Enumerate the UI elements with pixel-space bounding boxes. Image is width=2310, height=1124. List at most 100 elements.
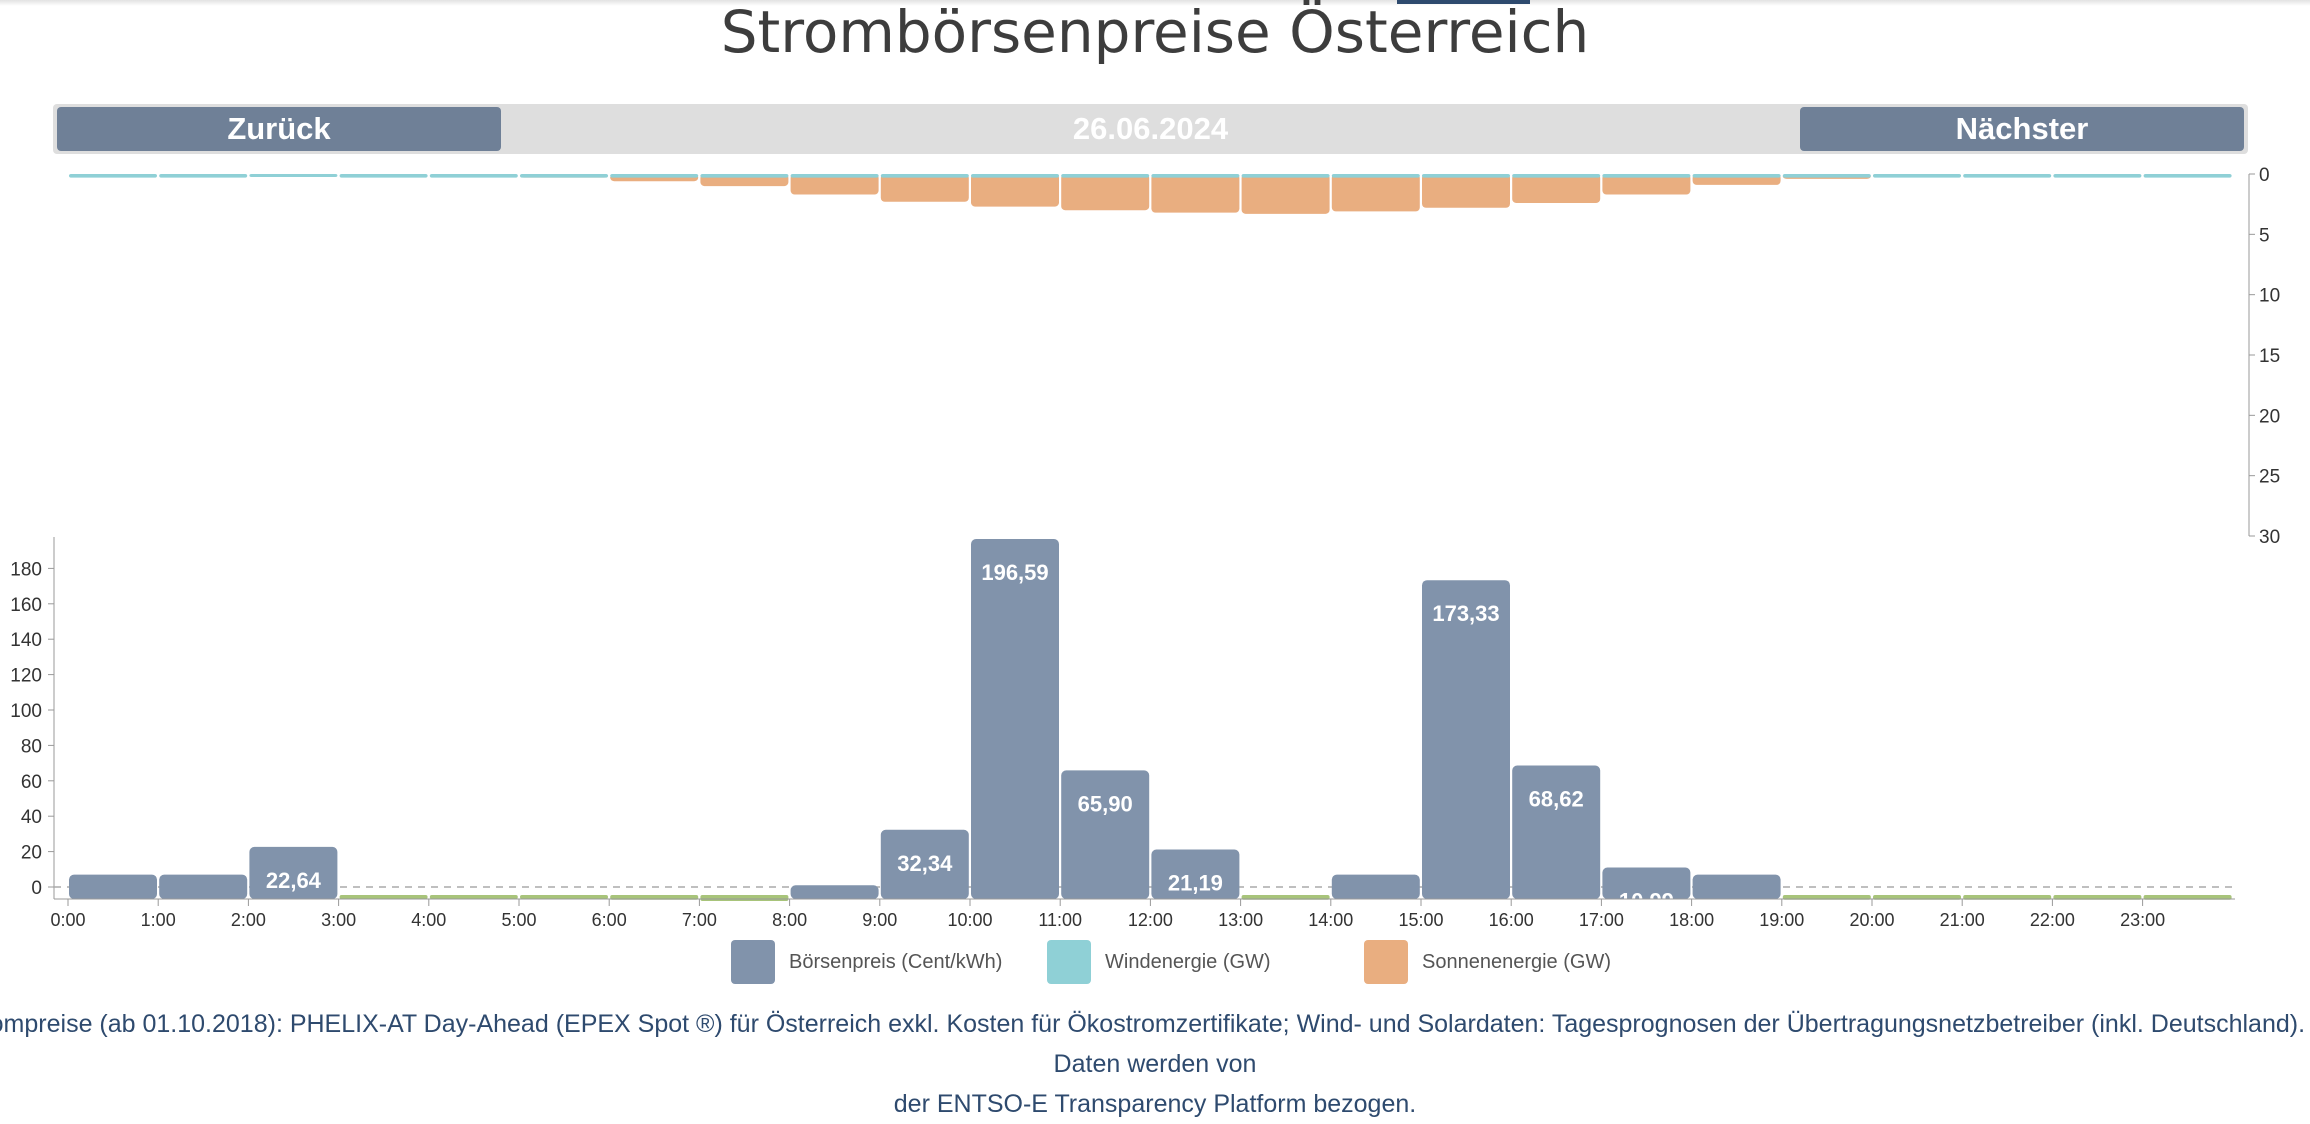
- generation-tick-label: 5: [2259, 225, 2270, 246]
- time-tick-label: 4:00: [411, 910, 446, 930]
- legend-label-solar: Sonnenenergie (GW): [1422, 950, 1611, 973]
- wind-bar: [429, 174, 518, 178]
- price-tick-label: 100: [10, 701, 42, 722]
- generation-tick-label: 20: [2259, 406, 2280, 427]
- header-shadow: [0, 0, 2310, 6]
- time-tick-label: 0:00: [50, 910, 85, 930]
- price-tick-label: 60: [21, 772, 42, 793]
- wind-bar: [2053, 174, 2142, 178]
- wind-bar: [69, 174, 157, 178]
- time-tick-label: 16:00: [1489, 910, 1534, 930]
- price-data-label: 68,62: [1529, 787, 1584, 812]
- generation-tick-label: 30: [2259, 527, 2280, 548]
- price-bar: [971, 539, 1059, 899]
- time-tick-label: 23:00: [2120, 910, 2165, 930]
- price-data-label: 196,59: [981, 560, 1048, 585]
- time-tick-label: 22:00: [2030, 910, 2075, 930]
- wind-bar: [610, 174, 699, 178]
- header-accent: [1397, 0, 1530, 4]
- time-tick-label: 6:00: [592, 910, 627, 930]
- wind-bar: [880, 174, 969, 178]
- data-source-line-2: der ENTSO-E Transparency Platform bezoge…: [893, 1090, 1417, 1118]
- legend-swatch-price: [731, 940, 775, 984]
- wind-bar: [1602, 174, 1691, 178]
- price-tick-label: 160: [10, 595, 42, 616]
- page-title: Strombörsenpreise Österreich: [720, 0, 1590, 66]
- generation-bars: [69, 174, 2232, 214]
- solar-bar: [790, 174, 879, 195]
- chart-legend: Börsenpreis (Cent/kWh) Windenergie (GW) …: [0, 938, 2310, 986]
- price-bar-negative: [339, 895, 428, 899]
- price-bar: [69, 874, 157, 899]
- time-tick-label: 9:00: [862, 910, 897, 930]
- solar-bar: [1151, 174, 1240, 213]
- time-tick-label: 12:00: [1128, 910, 1173, 930]
- generation-tick-label: 15: [2259, 346, 2280, 367]
- legend-swatch-wind: [1047, 940, 1091, 984]
- wind-bar: [790, 174, 879, 178]
- next-day-button[interactable]: Nächster: [1800, 107, 2244, 151]
- time-tick-label: 13:00: [1218, 910, 1263, 930]
- wind-bar: [159, 174, 248, 178]
- generation-tick-label: 10: [2259, 286, 2280, 307]
- wind-bar: [1512, 174, 1601, 178]
- wind-bar: [1963, 174, 2052, 178]
- time-tick-label: 19:00: [1759, 910, 1804, 930]
- time-tick-label: 1:00: [141, 910, 176, 930]
- wind-bar: [1241, 174, 1330, 178]
- time-tick-label: 11:00: [1038, 910, 1082, 930]
- wind-bar: [2143, 174, 2232, 178]
- price-bar: [1692, 874, 1781, 899]
- legend-label-price: Börsenpreis (Cent/kWh): [789, 950, 1003, 973]
- price-bar-negative: [700, 895, 789, 901]
- time-tick-label: 5:00: [501, 910, 536, 930]
- price-bar-negative: [520, 895, 608, 899]
- price-tick-label: 180: [10, 559, 42, 580]
- date-navigation: 26.06.2024 Zurück Nächster: [53, 104, 2248, 154]
- wind-bar: [1061, 174, 1150, 178]
- price-bar: [1151, 849, 1240, 899]
- price-bar: [1422, 580, 1510, 899]
- solar-bar: [880, 174, 969, 202]
- wind-bar: [971, 174, 1059, 178]
- legend-item-price[interactable]: Börsenpreis (Cent/kWh): [731, 938, 1002, 986]
- data-source-line-1: Strompreise (ab 01.10.2018): PHELIX-AT D…: [0, 1010, 2310, 1078]
- generation-tick-label: 25: [2259, 467, 2280, 488]
- data-source-note: Strompreise (ab 01.10.2018): PHELIX-AT D…: [0, 1004, 2310, 1124]
- legend-item-wind[interactable]: Windenergie (GW): [1047, 938, 1271, 986]
- legend-label-wind: Windenergie (GW): [1105, 950, 1271, 973]
- generation-axis: 0 5 10 15 20 25 30: [2248, 165, 2280, 548]
- wind-bar: [1692, 174, 1781, 178]
- price-data-label: 65,90: [1078, 791, 1133, 816]
- time-tick-label: 21:00: [1940, 910, 1985, 930]
- wind-bar: [1331, 174, 1420, 178]
- price-tick-label: 140: [10, 630, 42, 651]
- price-data-label: 21,19: [1168, 870, 1223, 895]
- generation-tick-label: 0: [2259, 165, 2270, 186]
- solar-bar: [1422, 174, 1510, 208]
- legend-swatch-solar: [1364, 940, 1408, 984]
- price-bar: [159, 874, 248, 899]
- time-tick-label: 18:00: [1669, 910, 1714, 930]
- wind-bar: [1422, 174, 1510, 178]
- legend-item-solar[interactable]: Sonnenenergie (GW): [1364, 938, 1611, 986]
- solar-bar: [1061, 174, 1150, 211]
- price-bar-negative: [429, 895, 518, 899]
- price-bars: 22,64 32,34 196,59 65,90 21,19 173,33 68,62 10,…: [69, 539, 2232, 914]
- price-bar: [790, 885, 879, 899]
- price-bar: [249, 846, 338, 899]
- price-tick-label: 20: [21, 843, 42, 864]
- price-tick-label: 120: [10, 666, 42, 687]
- wind-bar: [1782, 174, 1871, 178]
- solar-bar: [1602, 174, 1691, 195]
- price-bar: [880, 829, 969, 899]
- time-tick-label: 14:00: [1308, 910, 1353, 930]
- price-bar: [1061, 770, 1150, 899]
- time-tick-label: 2:00: [231, 910, 266, 930]
- price-axis: 0 20 40 60 80 100 120 140 160 180: [10, 537, 2235, 899]
- price-tick-label: 40: [21, 807, 42, 828]
- wind-bar: [249, 174, 338, 178]
- time-axis: 0:00 1:00 2:00 3:00 4:00 5:00 6:00 7:00 8:00 9:00…: [50, 898, 2235, 930]
- solar-bar: [1241, 174, 1330, 214]
- previous-day-button[interactable]: Zurück: [57, 107, 501, 151]
